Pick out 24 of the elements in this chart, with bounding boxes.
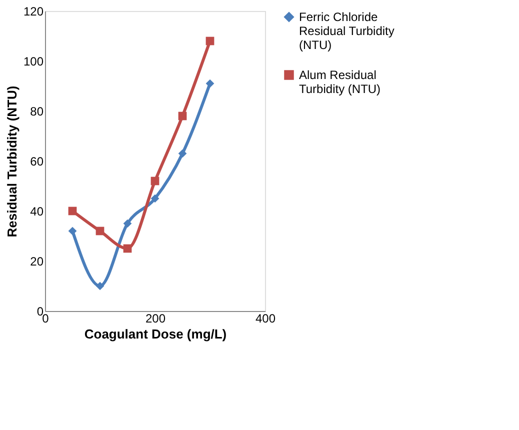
legend-label: Alum Residual Turbidity (NTU) [299,68,381,96]
point [68,206,77,216]
point [96,282,104,290]
point [68,226,77,236]
point [96,226,104,236]
point [206,36,214,46]
legend-label: Ferric Chloride Residual Turbidity (NTU) [299,10,394,52]
x-axis-title: Coagulant Dose (mg/L) [84,326,227,342]
x-tick-label: 200 [145,312,166,326]
point [150,194,160,203]
y-tick-label: 20 [30,254,44,268]
point [178,149,187,158]
point [178,112,187,120]
point [206,79,214,88]
y-tick-label: 60 [30,154,44,168]
x-tick-label: 400 [255,312,276,326]
point [150,176,160,186]
y-tick-label: 120 [23,4,44,18]
y-tick-label: 40 [30,204,44,218]
y-tick-label: 100 [23,54,44,68]
point [123,244,132,253]
point [123,219,132,228]
y-tick-label: 80 [30,104,44,118]
y-axis-title: Residual Turbidity (NTU) [4,86,20,238]
